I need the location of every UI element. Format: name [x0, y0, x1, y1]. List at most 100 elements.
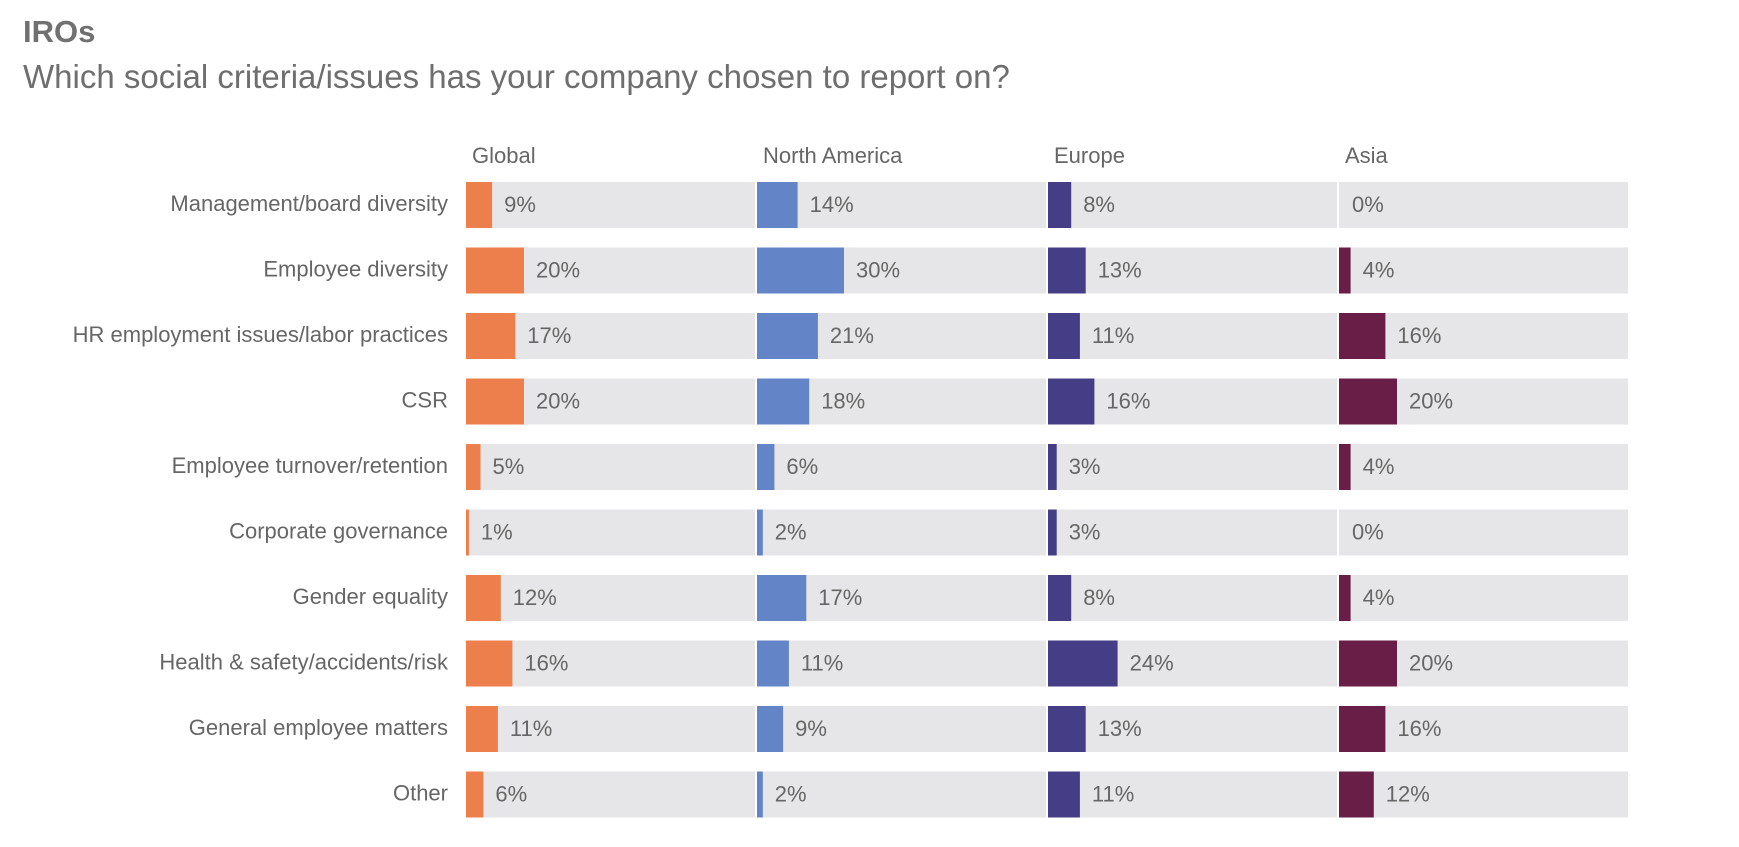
category-label-health-safety-accidents-risk: Health & safety/accidents/risk [159, 649, 449, 674]
track-north-america-health-safety-accidents-risk [757, 640, 1046, 687]
bar-europe-gender-equality [1048, 575, 1072, 621]
bar-asia-general-employee-matters [1339, 706, 1386, 752]
bar-north-america-other [757, 771, 763, 818]
value-label-asia-other: 12% [1386, 781, 1430, 806]
value-label-north-america-employee-diversity: 30% [856, 257, 900, 282]
value-label-asia-csr: 20% [1409, 388, 1453, 413]
category-label-employee-turnover-retention: Employee turnover/retention [172, 453, 448, 478]
value-label-europe-general-employee-matters: 13% [1098, 716, 1142, 741]
track-global-management-board-diversity [466, 182, 755, 228]
track-europe-general-employee-matters [1048, 706, 1337, 752]
value-label-asia-employee-diversity: 4% [1363, 257, 1395, 282]
track-asia-employee-diversity [1339, 247, 1628, 294]
track-europe-corporate-governance [1048, 509, 1337, 556]
track-global-corporate-governance [466, 509, 755, 556]
track-north-america-employee-turnover-retention [757, 444, 1046, 490]
track-asia-gender-equality [1339, 575, 1628, 621]
track-asia-other [1339, 771, 1628, 818]
value-label-north-america-hr-employment-issues-labor-practices: 21% [830, 323, 874, 348]
category-label-gender-equality: Gender equality [293, 584, 448, 609]
bar-asia-employee-diversity [1339, 247, 1351, 294]
bar-europe-health-safety-accidents-risk [1048, 640, 1118, 687]
track-asia-general-employee-matters [1339, 706, 1628, 752]
category-label-hr-employment-issues-labor-practices: HR employment issues/labor practices [73, 322, 448, 347]
track-asia-management-board-diversity [1339, 182, 1628, 228]
bar-asia-other [1339, 771, 1374, 818]
bar-europe-hr-employment-issues-labor-practices [1048, 313, 1080, 359]
value-label-europe-management-board-diversity: 8% [1083, 192, 1115, 217]
category-label-corporate-governance: Corporate governance [229, 518, 448, 543]
category-label-employee-diversity: Employee diversity [263, 256, 448, 281]
track-europe-hr-employment-issues-labor-practices [1048, 313, 1337, 359]
track-europe-employee-diversity [1048, 247, 1337, 294]
track-north-america-corporate-governance [757, 509, 1046, 556]
bar-north-america-employee-diversity [757, 247, 844, 294]
value-label-global-general-employee-matters: 11% [510, 716, 552, 741]
value-label-asia-health-safety-accidents-risk: 20% [1409, 650, 1453, 675]
bar-global-csr [466, 378, 524, 425]
bar-global-employee-turnover-retention [466, 444, 481, 490]
bar-global-hr-employment-issues-labor-practices [466, 313, 516, 359]
bar-global-management-board-diversity [466, 182, 493, 228]
value-label-north-america-general-employee-matters: 9% [795, 716, 827, 741]
category-label-other: Other [393, 780, 448, 805]
value-label-north-america-employee-turnover-retention: 6% [786, 454, 818, 479]
value-label-global-other: 6% [495, 781, 527, 806]
value-label-global-corporate-governance: 1% [481, 519, 513, 544]
value-label-north-america-gender-equality: 17% [818, 585, 862, 610]
value-label-europe-csr: 16% [1106, 388, 1150, 413]
panel-header-asia: Asia [1345, 143, 1389, 168]
value-label-global-hr-employment-issues-labor-practices: 17% [527, 323, 571, 348]
value-label-global-employee-turnover-retention: 5% [493, 454, 525, 479]
chart-title: IROs [23, 14, 96, 49]
bar-north-america-health-safety-accidents-risk [757, 640, 789, 687]
bar-global-general-employee-matters [466, 706, 498, 752]
track-north-america-other [757, 771, 1046, 818]
track-global-employee-turnover-retention [466, 444, 755, 490]
value-label-europe-hr-employment-issues-labor-practices: 11% [1092, 323, 1134, 348]
track-asia-corporate-governance [1339, 509, 1628, 556]
panel-header-north-america: North America [763, 143, 903, 168]
category-label-general-employee-matters: General employee matters [189, 715, 448, 740]
bar-north-america-general-employee-matters [757, 706, 784, 752]
bar-global-health-safety-accidents-risk [466, 640, 513, 687]
value-label-asia-general-employee-matters: 16% [1397, 716, 1441, 741]
bar-europe-general-employee-matters [1048, 706, 1086, 752]
value-label-north-america-management-board-diversity: 14% [810, 192, 854, 217]
bar-global-other [466, 771, 484, 818]
bar-asia-csr [1339, 378, 1397, 425]
track-asia-hr-employment-issues-labor-practices [1339, 313, 1628, 359]
value-label-europe-health-safety-accidents-risk: 24% [1130, 650, 1174, 675]
value-label-global-csr: 20% [536, 388, 580, 413]
bar-europe-csr [1048, 378, 1095, 425]
value-label-north-america-other: 2% [775, 781, 807, 806]
bar-global-corporate-governance [466, 509, 469, 556]
value-label-europe-gender-equality: 8% [1083, 585, 1115, 610]
category-label-csr: CSR [402, 387, 448, 412]
bar-asia-gender-equality [1339, 575, 1351, 621]
value-label-global-health-safety-accidents-risk: 16% [524, 650, 568, 675]
bar-north-america-csr [757, 378, 810, 425]
bar-north-america-hr-employment-issues-labor-practices [757, 313, 818, 359]
bar-europe-corporate-governance [1048, 509, 1057, 556]
bar-asia-employee-turnover-retention [1339, 444, 1351, 490]
bar-asia-hr-employment-issues-labor-practices [1339, 313, 1386, 359]
value-label-north-america-health-safety-accidents-risk: 11% [801, 650, 843, 675]
value-label-north-america-corporate-governance: 2% [775, 519, 807, 544]
bar-global-employee-diversity [466, 247, 524, 294]
value-label-north-america-csr: 18% [821, 388, 865, 413]
value-label-asia-gender-equality: 4% [1363, 585, 1395, 610]
bar-north-america-corporate-governance [757, 509, 763, 556]
bar-north-america-management-board-diversity [757, 182, 798, 228]
value-label-asia-management-board-diversity: 0% [1352, 192, 1384, 217]
panel-header-global: Global [472, 143, 536, 168]
chart-subtitle: Which social criteria/issues has your co… [23, 58, 1010, 95]
value-label-europe-corporate-governance: 3% [1069, 519, 1101, 544]
bar-europe-other [1048, 771, 1080, 818]
bar-europe-employee-turnover-retention [1048, 444, 1057, 490]
value-label-global-management-board-diversity: 9% [504, 192, 536, 217]
track-north-america-general-employee-matters [757, 706, 1046, 752]
value-label-asia-corporate-governance: 0% [1352, 519, 1384, 544]
value-label-europe-employee-diversity: 13% [1098, 257, 1142, 282]
